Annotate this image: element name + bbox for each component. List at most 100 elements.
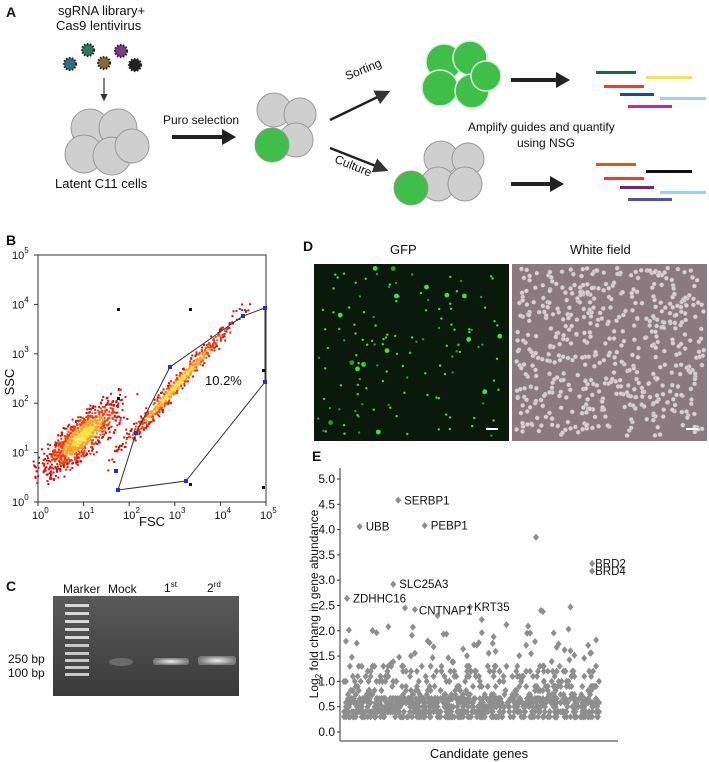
gene-point	[573, 713, 580, 721]
flow-cytometry-plot: 100 101 102 103 104 105 100 101 102 103 104 105 10…	[2, 246, 277, 529]
gene-point	[437, 686, 444, 695]
ladder-band	[65, 659, 89, 662]
gene-point	[447, 667, 454, 675]
gene-point	[532, 708, 539, 716]
gene-point	[490, 672, 497, 680]
guide-bars-top	[596, 71, 706, 108]
gene-point	[556, 662, 563, 670]
gel-image	[53, 596, 239, 696]
cells-label: Latent C11 cells	[55, 176, 148, 191]
guide-bar	[646, 170, 692, 173]
gene-point	[378, 686, 385, 695]
flow-x-tick-label: 105	[260, 506, 277, 522]
virus-label-line1: sgRNA library+	[58, 3, 146, 18]
gel-size-250: 250 bp	[8, 652, 45, 666]
gene-point	[402, 604, 409, 612]
gene-point	[522, 708, 529, 716]
gene-point	[490, 667, 497, 675]
gene-point	[348, 653, 355, 661]
gene-point	[411, 605, 418, 614]
virus-label-line2: Cas9 lentivirus	[56, 18, 142, 33]
gene-point	[589, 708, 596, 716]
e-y-ticks: 0.0 0.5 1.0 1.5 2.0 2.5 3.0 3.5 4.0 4.5 5.0	[318, 472, 340, 739]
e-y-label: Log2 fold chang in gene abundance	[307, 509, 323, 698]
gene-point	[523, 682, 530, 691]
gene-point	[546, 708, 553, 716]
gene-point	[472, 667, 479, 675]
gene-point	[570, 667, 577, 675]
gene-point	[353, 639, 360, 647]
e-y-tick-label: 2.0	[318, 624, 335, 638]
gene-point	[500, 677, 507, 685]
gene-point	[471, 695, 478, 703]
gene-point	[557, 682, 564, 691]
gene-point	[451, 713, 458, 721]
ladder-band	[65, 666, 89, 669]
gene-point	[533, 672, 540, 680]
gene-point	[540, 662, 547, 670]
gene-point	[440, 630, 447, 638]
gene-point	[503, 662, 510, 670]
gene-point	[522, 703, 529, 711]
gene-point	[500, 708, 507, 716]
gene-point	[506, 703, 513, 711]
gene-label: KRT35	[474, 602, 510, 614]
gene-point	[396, 708, 403, 716]
gene-point	[502, 686, 509, 695]
gene-point	[513, 667, 520, 675]
gene-point	[434, 612, 441, 620]
scale-bar-gfp	[486, 428, 498, 430]
gene-point	[437, 713, 444, 721]
e-y-label-post: fold chang in gene abundance	[307, 509, 321, 673]
gene-point	[478, 629, 485, 637]
gene-point	[484, 708, 491, 716]
gene-point	[460, 645, 467, 653]
guide-bar	[596, 163, 636, 166]
gene-point	[499, 713, 506, 721]
gene-point	[430, 643, 437, 651]
gene-point	[345, 626, 352, 634]
gene-point	[465, 703, 472, 711]
gene-point	[426, 639, 433, 647]
flow-y-tick-label: 104	[12, 295, 29, 311]
gene-point	[550, 629, 557, 637]
flow-x-tick-label: 103	[169, 506, 186, 522]
microscopy-images	[314, 264, 707, 441]
gene-point	[534, 713, 541, 721]
sorted-green-cluster	[421, 40, 502, 109]
culture-arrow	[329, 146, 389, 173]
gene-point	[406, 708, 413, 716]
gene-point	[492, 682, 499, 691]
gel-band-lane1	[153, 658, 189, 665]
gene-point	[426, 682, 433, 691]
e-y-tick-label: 3.5	[318, 548, 335, 562]
gene-label: CNTNAP1	[419, 606, 473, 618]
guide-bar	[596, 71, 636, 74]
virus-icon	[113, 43, 129, 59]
e-y-tick-label: 5.0	[318, 472, 335, 486]
gene-point	[588, 672, 595, 680]
gene-point	[490, 633, 497, 641]
gene-point	[557, 699, 564, 707]
gene-point	[454, 703, 461, 711]
gene-point	[485, 649, 492, 657]
gene-point	[389, 682, 396, 691]
panel-label-e: E	[312, 448, 322, 464]
guide-bar	[628, 105, 672, 108]
gene-point	[362, 708, 369, 716]
ladder-band	[65, 652, 89, 655]
gene-point	[573, 699, 580, 707]
e-y-label-pre: Log	[307, 678, 321, 698]
scale-bar-whitefield	[686, 428, 698, 430]
gene-point	[490, 690, 497, 699]
guide-bars-bottom	[596, 163, 706, 201]
guide-bar	[620, 93, 654, 96]
gene-point	[421, 713, 428, 721]
gene-point	[390, 580, 397, 588]
gene-abundance-chart: 0.0 0.5 1.0 1.5 2.0 2.5 3.0 3.5 4.0 4.5 5.0 SERBP1…	[307, 468, 626, 761]
gel-ladder	[65, 604, 89, 676]
gene-point	[390, 658, 397, 666]
gene-label: SLC25A3	[399, 579, 448, 591]
gene-point	[548, 657, 555, 666]
gene-point	[343, 594, 350, 603]
